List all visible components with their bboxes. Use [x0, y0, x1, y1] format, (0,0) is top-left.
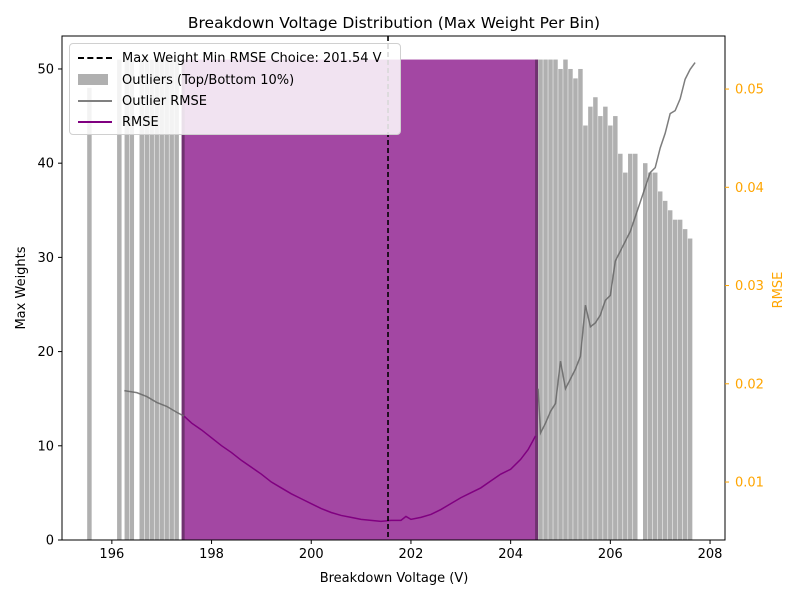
outlier-bar	[578, 68, 583, 541]
legend-label-rmse: RMSE	[122, 114, 159, 130]
outlier-bar	[642, 163, 648, 541]
x-tick-label: 198	[199, 547, 224, 562]
y2-tick-label: 0.04	[735, 181, 764, 196]
outlier-bar	[558, 68, 563, 541]
y-tick-label: 20	[37, 345, 54, 360]
outlier-bar	[139, 59, 145, 541]
outlier-bar	[169, 59, 174, 541]
y-tick-label: 0	[46, 534, 54, 549]
x-tick-label: 208	[698, 547, 723, 562]
outlier-bar	[593, 97, 598, 540]
x-axis-label: Breakdown Voltage (V)	[320, 571, 469, 586]
outlier-bar	[573, 78, 578, 541]
outlier-bar	[608, 125, 613, 540]
outlier-bar	[682, 229, 688, 540]
y-tick-label: 40	[37, 157, 54, 172]
y-tick-label: 50	[37, 62, 54, 77]
outlier-bar	[677, 219, 683, 540]
legend-swatch-dashed	[78, 48, 112, 68]
outlier-bar	[633, 153, 638, 540]
legend-label-choice: Max Weight Min RMSE Choice: 201.54 V	[122, 50, 382, 66]
outlier-bar	[124, 59, 130, 541]
outlier-bar	[583, 125, 588, 540]
outlier-bar	[538, 59, 543, 541]
x-axis-ticks: 196 198 200 202 204 206 208	[99, 540, 722, 562]
outlier-bar	[662, 200, 668, 541]
outlier-bar	[623, 172, 628, 540]
outlier-bar	[598, 116, 603, 540]
legend-label-outlier-rmse: Outlier RMSE	[122, 93, 207, 109]
outlier-bar	[117, 59, 122, 541]
y-axis-label: Max Weights	[14, 246, 29, 329]
axes-frame	[61, 35, 726, 541]
outlier-bar	[553, 59, 558, 541]
outlier-bar	[174, 59, 179, 541]
legend-swatch-purple-line	[78, 112, 112, 132]
rmse-line	[183, 415, 537, 523]
outlier-bar	[672, 219, 678, 540]
legend-swatch-gray-line	[78, 91, 112, 111]
outlier-rmse-line	[124, 389, 185, 417]
legend-item-outlier-rmse: Outlier RMSE	[78, 91, 207, 111]
selected-region-edge-left	[181, 59, 185, 541]
y2-tick-label: 0.05	[735, 83, 764, 98]
y-axis-ticks: 0 10 20 30 40 50	[37, 62, 62, 549]
outlier-bar	[144, 59, 149, 541]
outlier-bar	[568, 68, 573, 541]
x-tick-label: 200	[299, 547, 324, 562]
outlier-bar	[129, 59, 135, 541]
x-tick-label: 206	[598, 547, 623, 562]
selected-region-edge-right	[535, 59, 539, 541]
legend-item-outliers: Outliers (Top/Bottom 10%)	[78, 70, 294, 90]
y2-axis-ticks: 0.01 0.02 0.03 0.04 0.05	[725, 83, 764, 491]
legend-swatch-gray-patch	[78, 70, 112, 90]
outlier-bar	[149, 59, 154, 541]
outlier-bar	[647, 172, 653, 540]
legend-label-outliers: Outliers (Top/Bottom 10%)	[122, 72, 295, 88]
outlier-bar	[154, 59, 159, 541]
y2-tick-label: 0.03	[735, 279, 764, 294]
outlier-bar	[657, 191, 663, 540]
legend-item-rmse: RMSE	[78, 112, 159, 132]
outlier-bar	[563, 59, 568, 541]
chart-title: Breakdown Voltage Distribution (Max Weig…	[188, 14, 600, 32]
outlier-bar	[159, 59, 164, 541]
x-tick-label: 196	[99, 547, 124, 562]
outlier-bar	[543, 59, 548, 541]
outlier-rmse-line	[537, 62, 696, 436]
outlier-bar	[548, 59, 553, 541]
outlier-bar	[652, 172, 658, 540]
x-tick-label: 202	[399, 547, 424, 562]
outlier-bar	[687, 238, 693, 540]
x-tick-label: 204	[498, 547, 523, 562]
y-tick-label: 10	[37, 439, 54, 454]
y2-tick-label: 0.01	[735, 476, 764, 491]
outlier-bar	[164, 59, 169, 541]
legend: Max Weight Min RMSE Choice: 201.54 V Out…	[69, 43, 401, 135]
plot-content	[87, 36, 696, 541]
outlier-bar	[613, 116, 618, 540]
y2-axis-label: RMSE	[771, 272, 786, 309]
outlier-bar	[618, 153, 623, 540]
y2-tick-label: 0.02	[735, 377, 764, 392]
outlier-bar	[87, 87, 92, 541]
outlier-bar	[667, 210, 673, 540]
outlier-bar	[603, 106, 608, 540]
legend-item-choice: Max Weight Min RMSE Choice: 201.54 V	[78, 48, 382, 68]
y-tick-label: 30	[37, 251, 54, 266]
outlier-bar	[588, 106, 593, 540]
outlier-bar	[628, 153, 633, 540]
